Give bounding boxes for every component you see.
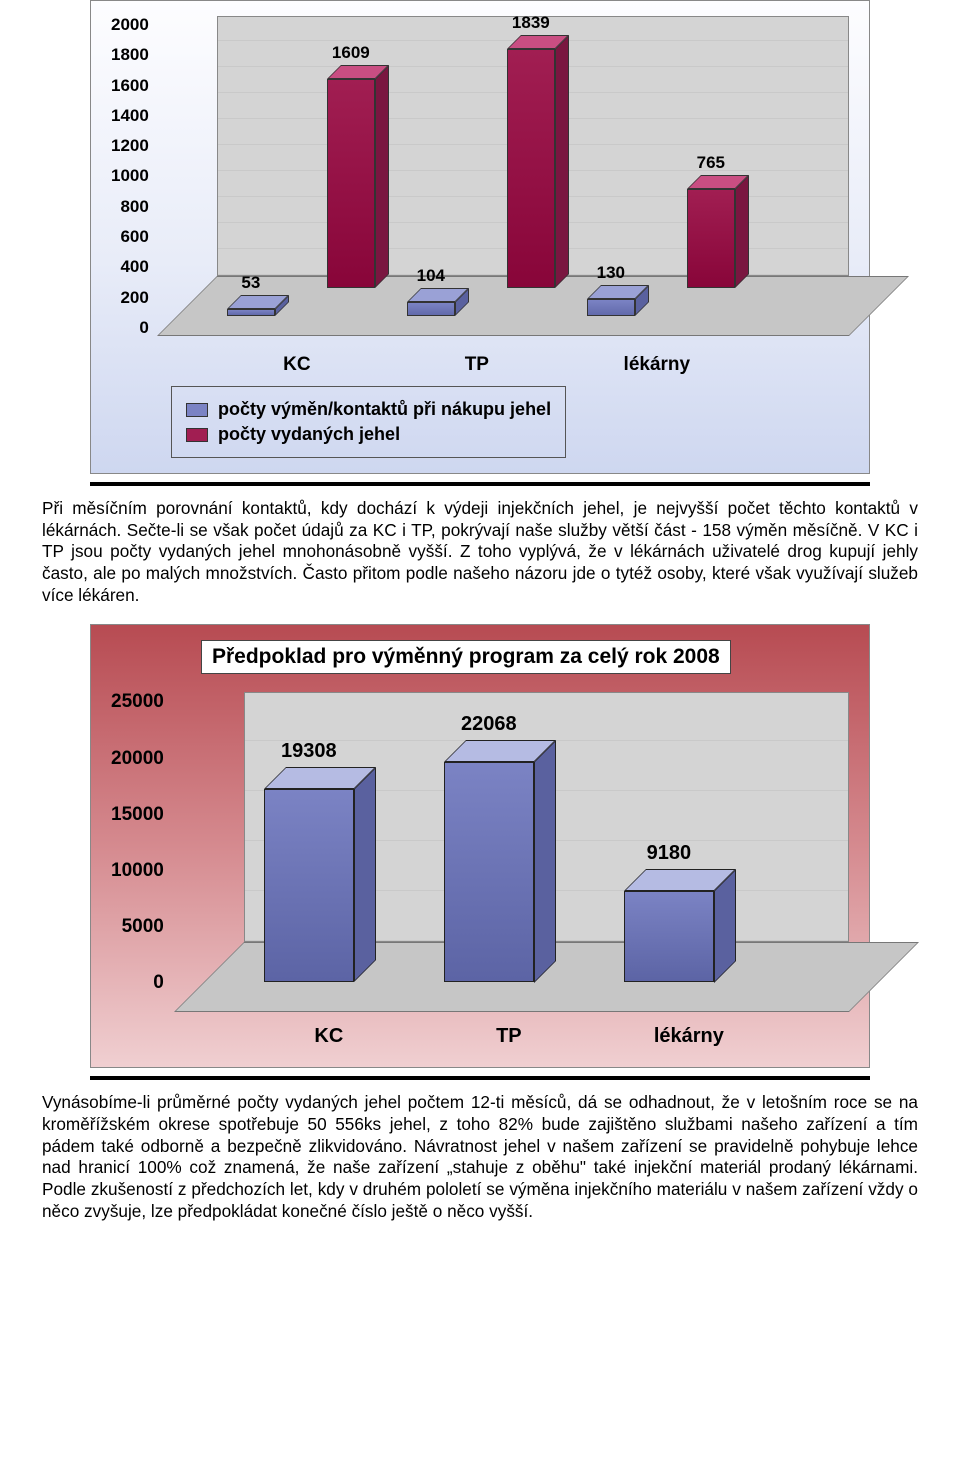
chart-2: Předpoklad pro výměnný program za celý r… xyxy=(90,624,870,1068)
chart-1-ytick: 200 xyxy=(111,289,149,306)
chart-2-ytick: 25000 xyxy=(111,692,164,711)
chart-2-bar-label: 9180 xyxy=(615,842,723,865)
chart-1-panel: 2000180016001400120010008006004002000 53… xyxy=(90,0,870,474)
chart-1-bar-label: 1839 xyxy=(507,13,555,33)
chart-2-ytick: 10000 xyxy=(111,861,164,880)
chart-1-ytick: 2000 xyxy=(111,16,149,33)
chart-1-ytick: 1400 xyxy=(111,107,149,124)
chart-2-panel: Předpoklad pro výměnný program za celý r… xyxy=(90,624,870,1068)
chart-1-ytick: 800 xyxy=(111,198,149,215)
legend-swatch xyxy=(186,428,208,442)
chart-1-ytick: 1000 xyxy=(111,167,149,184)
chart-1-yaxis: 2000180016001400120010008006004002000 xyxy=(111,16,157,336)
chart-1-bar-label: 130 xyxy=(587,263,635,283)
chart-2-bar-label: 22068 xyxy=(435,713,543,736)
chart-1-category-label: TP xyxy=(417,354,537,376)
chart-1-ytick: 400 xyxy=(111,258,149,275)
chart-1-ytick: 600 xyxy=(111,228,149,245)
chart-1-ytick: 1800 xyxy=(111,46,149,63)
chart-1-bar-label: 765 xyxy=(687,153,735,173)
chart-2-ytick: 15000 xyxy=(111,805,164,824)
chart-1-bar-label: 1609 xyxy=(327,43,375,63)
divider-1 xyxy=(90,482,870,486)
chart-2-ytick: 20000 xyxy=(111,749,164,768)
legend-row: počty výměn/kontaktů při nákupu jehel xyxy=(186,399,551,420)
legend-row: počty vydaných jehel xyxy=(186,424,551,445)
chart-2-ytick: 5000 xyxy=(111,917,164,936)
chart-2-category-label: KC xyxy=(259,1025,399,1048)
chart-2-category-label: TP xyxy=(439,1025,579,1048)
legend-label: počty vydaných jehel xyxy=(218,424,400,445)
chart-1-ytick: 1600 xyxy=(111,77,149,94)
legend-swatch xyxy=(186,403,208,417)
chart-2-yaxis: 25000 20000 15000 10000 5000 0 xyxy=(111,692,174,992)
chart-2-plot: 19308 KC 22068 TP 9180 lékárny xyxy=(174,692,849,1052)
legend-label: počty výměn/kontaktů při nákupu jehel xyxy=(218,399,551,420)
chart-1-category-label: KC xyxy=(237,354,357,376)
chart-2-bar-label: 19308 xyxy=(255,740,363,763)
chart-1-legend: počty výměn/kontaktů při nákupu jehel poč… xyxy=(171,386,566,458)
chart-1: 2000180016001400120010008006004002000 53… xyxy=(90,0,870,474)
chart-1-category-label: lékárny xyxy=(597,354,717,376)
chart-2-ytick: 0 xyxy=(111,973,164,992)
chart-1-ytick: 1200 xyxy=(111,137,149,154)
paragraph-2: Vynásobíme-li průměrné počty vydaných je… xyxy=(42,1092,918,1222)
chart-1-ytick: 0 xyxy=(111,319,149,336)
divider-2 xyxy=(90,1076,870,1080)
chart-2-title: Předpoklad pro výměnný program za celý r… xyxy=(201,640,731,674)
chart-1-bar-label: 53 xyxy=(227,273,275,293)
paragraph-1: Při měsíčním porovnání kontaktů, kdy doc… xyxy=(42,498,918,606)
chart-1-plot: 53 1609 KC 104 1839 TP 130 765 lékárny xyxy=(157,16,849,376)
chart-2-category-label: lékárny xyxy=(619,1025,759,1048)
chart-1-bar-label: 104 xyxy=(407,266,455,286)
